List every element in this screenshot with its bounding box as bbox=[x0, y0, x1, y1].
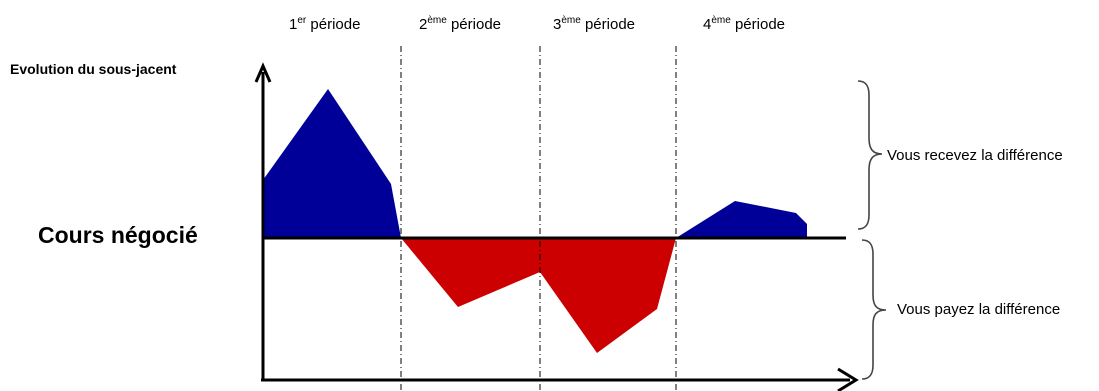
strike-price-label: Cours négocié bbox=[38, 222, 198, 248]
pay-difference-label: Vous payez la différence bbox=[897, 301, 1061, 318]
pay-brace-icon bbox=[861, 239, 887, 380]
period-1-label: 1er période bbox=[289, 15, 361, 33]
period-4-label: 4ème période bbox=[703, 15, 786, 33]
loss-area-period-2 bbox=[401, 238, 540, 307]
loss-area-period-3 bbox=[540, 238, 676, 353]
x-axis-arrow-icon bbox=[837, 367, 859, 391]
y-axis-arrow-icon bbox=[254, 62, 272, 83]
gain-area-period-1 bbox=[263, 89, 401, 238]
receive-brace-icon bbox=[857, 80, 883, 230]
period-3-label: 3ème période bbox=[553, 15, 636, 33]
gain-area-period-4 bbox=[676, 201, 807, 238]
receive-difference-label: Vous recevez la différence bbox=[887, 147, 1063, 164]
y-axis-title: Evolution du sous-jacent bbox=[10, 61, 177, 77]
period-2-label: 2ème période bbox=[419, 15, 502, 33]
